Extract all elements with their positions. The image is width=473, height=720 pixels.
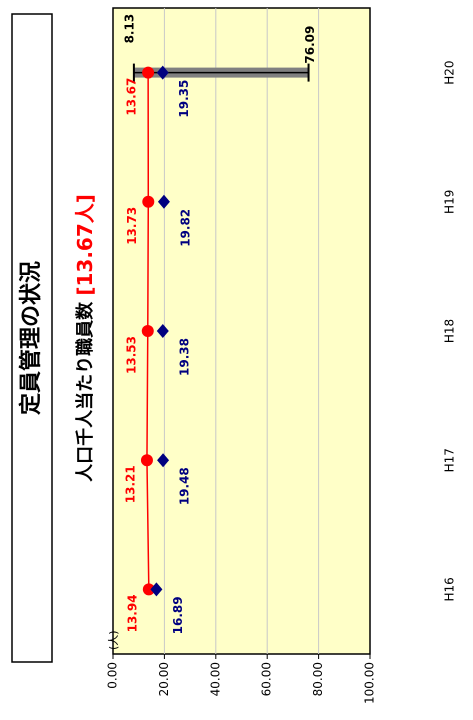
data-point [142,66,155,79]
data-label: 16.89 [171,596,185,634]
value-tick-label: 100.00 [363,662,377,704]
data-point [156,324,169,338]
value-tick-label: 40.00 [208,662,222,696]
range-max-label: 76.09 [303,26,317,64]
value-tick-label: 0.00 [106,662,120,689]
data-label: 13.73 [125,207,139,245]
value-tick-label: 60.00 [260,662,274,696]
plot-area [112,7,371,655]
data-point [156,65,169,80]
data-label: 19.38 [177,338,191,376]
data-point [142,583,155,596]
data-point [150,582,163,597]
chart-subtitle: 人口千人当たり職員数 [13.67人] [73,194,97,482]
data-label: 13.53 [124,336,138,374]
category-axis: H16 H17 H18 H19 H20 [443,60,457,601]
value-tick-label: 20.00 [157,662,171,696]
data-label: 13.94 [125,594,139,632]
title-box [11,13,53,663]
category-label: H16 [443,577,457,601]
range-min-label: 8.13 [122,14,136,44]
category-label: H17 [443,448,457,472]
series-layer [140,65,170,597]
category-label: H19 [443,190,457,214]
value-tick-label: 80.00 [311,662,325,696]
subtitle-prefix: 人口千人当たり職員数 [74,301,96,482]
data-label: 13.67 [125,78,139,116]
data-labels: 8.13 76.09 13.94 13.21 13.53 13.73 13.67 16.89 1… [122,14,317,635]
value-axis-unit-label: (人) [107,630,120,650]
data-point [141,325,154,337]
data-point [142,195,155,208]
value-axis: 0.00 20.00 40.00 60.00 80.00 100.00 (人) [106,630,377,704]
subtitle-highlight: [13.67人] [73,194,97,296]
data-label: 19.48 [178,467,192,505]
data-label: 19.35 [177,80,191,118]
data-label: 19.82 [178,209,192,247]
data-point [157,453,170,468]
category-label: H20 [443,60,457,84]
category-label: H18 [443,319,457,343]
data-point [157,194,170,209]
data-point [140,454,153,467]
chart-title: 定員管理の状況 [18,261,44,415]
data-label: 13.21 [123,465,137,503]
